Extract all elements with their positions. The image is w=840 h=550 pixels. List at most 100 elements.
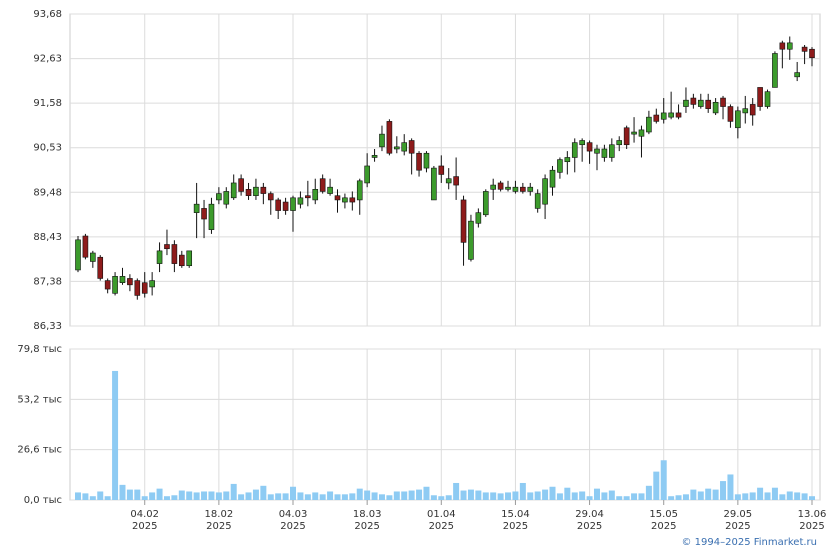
candle-body xyxy=(230,182,237,199)
volume-bar xyxy=(482,492,489,500)
x-tick-year: 2025 xyxy=(206,521,231,532)
volume-bar xyxy=(534,491,541,500)
candle-body xyxy=(379,133,385,148)
volume-bar xyxy=(245,492,252,500)
candle-body xyxy=(423,152,430,169)
volume-bar xyxy=(467,489,474,500)
x-tick-year: 2025 xyxy=(429,521,454,532)
volume-bar xyxy=(645,485,652,500)
volume-bar xyxy=(542,489,549,500)
candle-body xyxy=(290,197,296,211)
volume-bar xyxy=(593,488,600,500)
x-tick-label: 13.06 xyxy=(798,509,827,520)
candle-body xyxy=(712,101,719,114)
x-tick-label: 04.03 xyxy=(279,509,308,520)
volume-bar xyxy=(75,492,81,500)
volume-bar xyxy=(445,495,452,500)
volume-bar xyxy=(660,460,667,500)
candle-body xyxy=(512,186,519,192)
candle-body xyxy=(653,114,660,122)
candle-body xyxy=(616,140,623,146)
x-tick-year: 2025 xyxy=(577,521,602,532)
candle-body xyxy=(683,99,689,107)
x-tick-year: 2025 xyxy=(651,521,676,532)
volume-bar xyxy=(586,496,593,500)
volume-bar xyxy=(794,492,801,500)
volume-bar xyxy=(742,493,749,500)
volume-bar xyxy=(608,490,615,500)
candle-body xyxy=(394,146,400,150)
volume-bar xyxy=(564,487,571,500)
y-tick-label: 89,48 xyxy=(33,187,62,198)
candle-body xyxy=(282,201,289,211)
candle-body xyxy=(742,108,749,114)
volume-bar xyxy=(304,494,311,500)
volume-bar xyxy=(112,370,119,500)
volume-bar xyxy=(319,494,326,500)
volume-bar xyxy=(631,493,638,500)
candle-body xyxy=(505,186,511,190)
candle-body xyxy=(408,140,415,154)
volume-bar xyxy=(327,491,334,500)
volume-bar xyxy=(416,489,423,500)
volume-bar xyxy=(297,492,304,500)
candle-body xyxy=(334,195,341,201)
candle-body xyxy=(171,244,178,264)
volume-bar xyxy=(393,491,400,500)
candle-body xyxy=(735,110,741,129)
volume-bar xyxy=(171,495,178,500)
candle-body xyxy=(564,157,571,163)
x-tick-label: 04.02 xyxy=(130,509,159,520)
candle-body xyxy=(490,184,496,190)
volume-bar xyxy=(223,491,230,500)
candle-body xyxy=(216,193,222,201)
candle-body xyxy=(401,142,408,152)
candle-body xyxy=(749,104,756,116)
volume-bar xyxy=(527,492,534,500)
volume-bar xyxy=(690,489,697,500)
candle-body xyxy=(705,99,712,109)
candle-body xyxy=(431,167,437,201)
volume-bar xyxy=(549,486,556,500)
candle-body xyxy=(690,97,697,105)
volume-bar xyxy=(119,484,126,500)
volume-bar xyxy=(438,496,445,500)
candle-body xyxy=(675,112,682,118)
x-tick-year: 2025 xyxy=(503,521,528,532)
candle-body xyxy=(453,176,459,186)
candle-body xyxy=(386,121,393,154)
candle-body xyxy=(482,191,489,216)
volume-bar xyxy=(779,494,786,500)
y-tick-label: 88,43 xyxy=(33,232,62,243)
volume-bar xyxy=(749,492,756,500)
x-tick-label: 18.03 xyxy=(353,509,382,520)
candle-body xyxy=(253,186,259,196)
volume-bar xyxy=(497,493,504,500)
candle-body xyxy=(527,186,534,192)
candle-body xyxy=(119,276,126,284)
candle-body xyxy=(586,142,593,152)
candle-body xyxy=(601,148,608,158)
volume-bar xyxy=(386,495,393,500)
volume-bar xyxy=(178,490,185,500)
y-tick-label: 0,0 тыс xyxy=(24,495,62,506)
candle-body xyxy=(156,250,163,264)
volume-bar xyxy=(512,491,519,500)
candle-body xyxy=(623,127,630,146)
volume-bar xyxy=(423,486,430,500)
volume-bar xyxy=(475,490,482,500)
candle-body xyxy=(520,186,526,192)
candle-body xyxy=(638,129,645,137)
volume-bar xyxy=(786,491,793,500)
volume-bar xyxy=(341,494,348,500)
volume-bar xyxy=(505,492,512,500)
volume-bar xyxy=(616,496,623,500)
candle-body xyxy=(594,148,600,154)
volume-bar xyxy=(89,496,96,500)
volume-bar xyxy=(519,482,526,500)
volume-bar xyxy=(215,492,222,500)
volume-bar xyxy=(453,482,460,500)
candle-body xyxy=(178,254,185,267)
volume-bar xyxy=(97,491,104,500)
candle-body xyxy=(305,195,311,199)
